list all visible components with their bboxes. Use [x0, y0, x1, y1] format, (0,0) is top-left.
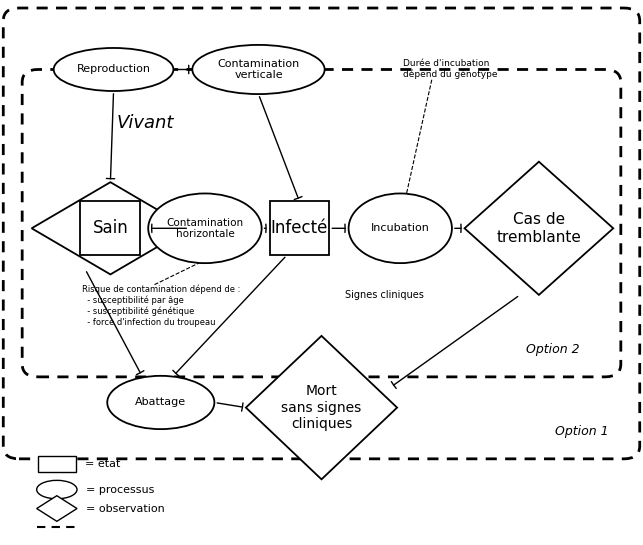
Polygon shape	[37, 496, 77, 522]
Text: Contamination
verticale: Contamination verticale	[217, 59, 300, 80]
Text: Contamination
horizontale: Contamination horizontale	[167, 217, 244, 239]
Ellipse shape	[192, 45, 325, 94]
Text: Incubation: Incubation	[371, 223, 430, 233]
Ellipse shape	[349, 193, 452, 263]
FancyBboxPatch shape	[80, 202, 140, 255]
Text: Reproduction: Reproduction	[77, 64, 150, 75]
FancyBboxPatch shape	[269, 202, 329, 255]
Text: Signes cliniques: Signes cliniques	[345, 290, 424, 300]
Ellipse shape	[54, 48, 174, 91]
Ellipse shape	[107, 376, 214, 429]
FancyBboxPatch shape	[38, 456, 76, 471]
Text: Cas de
tremblante: Cas de tremblante	[496, 212, 581, 245]
Ellipse shape	[37, 480, 77, 499]
Text: Option 1: Option 1	[555, 425, 608, 438]
Polygon shape	[32, 182, 189, 275]
FancyBboxPatch shape	[3, 8, 640, 459]
FancyBboxPatch shape	[22, 70, 621, 377]
Ellipse shape	[149, 193, 262, 263]
Text: Sain: Sain	[93, 219, 128, 237]
Text: = processus: = processus	[86, 485, 155, 494]
Text: Option 2: Option 2	[526, 343, 580, 356]
Text: Abattage: Abattage	[135, 397, 186, 408]
Polygon shape	[464, 162, 613, 295]
Text: Vivant: Vivant	[116, 114, 174, 132]
Text: Risque de contamination dépend de :
  - susceptibilité par âge
  - susceptibilit: Risque de contamination dépend de : - su…	[82, 284, 240, 326]
Text: = observation: = observation	[86, 504, 165, 513]
Polygon shape	[246, 336, 397, 480]
Text: Durée d'incubation
dépend du génotype: Durée d'incubation dépend du génotype	[403, 59, 498, 80]
Text: Infecté: Infecté	[271, 219, 328, 237]
Text: Mort
sans signes
cliniques: Mort sans signes cliniques	[282, 384, 361, 431]
Text: = état: = état	[86, 459, 121, 469]
